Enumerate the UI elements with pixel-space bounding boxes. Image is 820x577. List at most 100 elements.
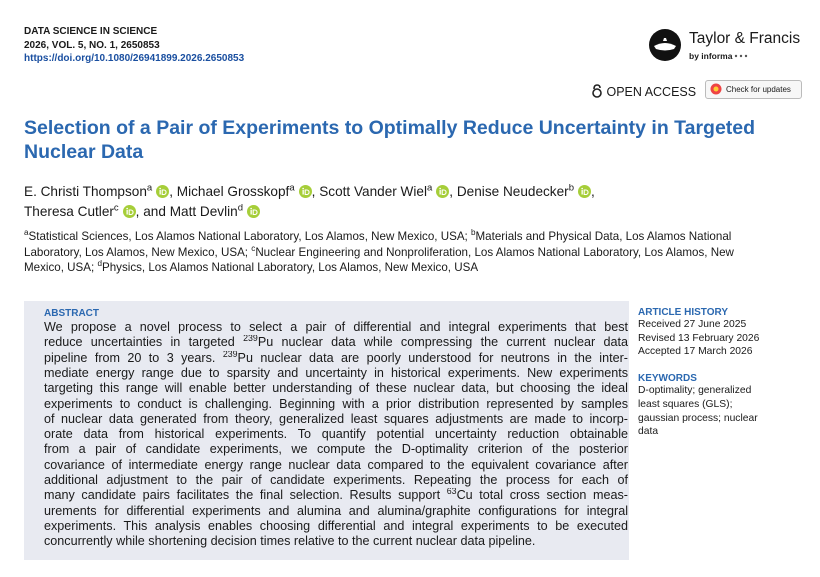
text-run: of nuclear data generated from theory, g… xyxy=(44,411,628,426)
abstract-line: concurrently while shortening decision t… xyxy=(44,534,628,549)
abstract-line: mediate energy range due to sparsity and… xyxy=(44,366,628,381)
author-name: Denise Neudecker xyxy=(456,184,569,199)
orcid-icon[interactable] xyxy=(156,185,170,198)
text-run: Cu total cross section meas- xyxy=(456,488,628,503)
abstract-line: many candidate pairs facilitates the fin… xyxy=(44,488,628,503)
history-heading: ARTICLE HISTORY xyxy=(638,307,729,318)
author-separator: , xyxy=(169,184,173,199)
text-run: Nuclear Engineering and Nonproliferation… xyxy=(255,245,734,259)
text-run: covariance of intermediate energy range … xyxy=(44,457,628,472)
author-affiliation: a xyxy=(289,182,295,194)
history: Received 27 June 2025 Revised 13 February… xyxy=(638,318,818,359)
text-run: We propose a novel process to select a p… xyxy=(44,320,628,334)
abstract-line: reduce uncertainties in targeted 239Pu n… xyxy=(44,335,628,350)
orcid-icon[interactable] xyxy=(578,185,591,198)
superscript: d xyxy=(97,259,102,269)
superscript: 239 xyxy=(222,350,238,359)
abstract-line: orate data from historical experiments. … xyxy=(44,427,628,442)
text-run: experiments to conduct is challenging. B… xyxy=(44,396,628,411)
superscript: a xyxy=(24,228,29,238)
abstract-line: of nuclear data generated from theory, g… xyxy=(44,412,628,427)
journal-name: DATA SCIENCE IN SCIENCE xyxy=(24,26,158,37)
text-run: concurrently while shortening decision t… xyxy=(44,534,536,549)
keyword-line: gaussian process; nuclear xyxy=(638,412,758,424)
history-item: Revised 13 February 2026 xyxy=(638,332,760,344)
abstract-line: experiments to conduct is challenging. B… xyxy=(44,397,628,412)
text-run: reduce uncertainties in targeted xyxy=(44,335,244,350)
affiliation-line: aStatistical Sciences, Los Alamos Nation… xyxy=(24,229,784,245)
author-separator: , xyxy=(591,184,595,199)
abstract-line: additional adjustment to the pair of can… xyxy=(44,473,628,488)
side-column: ARTICLE HISTORY Received 27 June 2025 Rev… xyxy=(638,307,818,439)
publisher-name: Taylor & Francis xyxy=(689,30,801,47)
abstract-box: ABSTRACT We propose a novel process to s… xyxy=(24,301,629,560)
text-run: mediate energy range due to sparsity and… xyxy=(44,365,628,380)
abstract-heading: ABSTRACT xyxy=(44,308,99,319)
abstract-line: covariance of intermediate energy range … xyxy=(44,458,628,473)
title-line: Selection of a Pair of Experiments to Op… xyxy=(24,117,756,139)
doi-link[interactable]: https://doi.org/10.1080/26941899.2026.26… xyxy=(24,53,245,64)
text-run: many candidate pairs facilitates the fin… xyxy=(44,488,447,503)
text-run: Pu nuclear data while compressing the cu… xyxy=(257,335,628,350)
authors: E. Christi Thompsona, Michael Grosskopfa… xyxy=(24,182,724,222)
text-run: targeting this range will enable better … xyxy=(44,381,628,396)
orcid-icon[interactable] xyxy=(246,205,260,218)
author-name: E. Christi Thompson xyxy=(24,184,147,199)
text-run: orate data from historical experiments. … xyxy=(44,427,628,442)
author-affiliation: b xyxy=(568,182,574,194)
author-separator: , xyxy=(311,184,316,199)
orcid-icon[interactable] xyxy=(436,185,450,198)
author-name: Matt Devlin xyxy=(169,204,238,219)
abstract-line: experiments. This analysis enables choos… xyxy=(44,519,628,534)
open-access-icon xyxy=(592,84,602,98)
text-run: Mexico, USA; xyxy=(24,261,98,274)
abstract-line: from a pair of candidate experiments, we… xyxy=(44,442,628,457)
author-separator: , xyxy=(449,184,454,199)
orcid-icon[interactable] xyxy=(298,185,312,198)
open-access: OPEN ACCESS xyxy=(591,84,696,99)
superscript: c xyxy=(251,243,256,253)
text-run: experiments. This analysis enables choos… xyxy=(44,518,628,533)
abstract-line: urements for differential experiments an… xyxy=(44,504,628,519)
issue: 2026, VOL. 5, NO. 1, 2650853 xyxy=(24,39,160,51)
journal-header: DATA SCIENCE IN SCIENCE 2026, VOL. 5, NO… xyxy=(24,25,244,66)
text-run: additional adjustment to the pair of can… xyxy=(44,473,628,487)
text-run: Physics, Los Alamos National Laboratory,… xyxy=(101,261,479,274)
title: Selection of a Pair of Experiments to Op… xyxy=(24,116,755,164)
abstract-line: We propose a novel process to select a p… xyxy=(44,320,628,335)
author-affiliation: d xyxy=(237,202,243,214)
check-icon xyxy=(710,83,722,95)
orcid-icon[interactable] xyxy=(122,205,136,218)
text-run: from a pair of candidate experiments, we… xyxy=(44,442,628,457)
text-run: pipeline from 20 to 3 years. xyxy=(44,350,223,365)
publisher-logo xyxy=(649,29,681,61)
abstract-line: targeting this range will enable better … xyxy=(44,381,628,396)
publisher-sub-text: by informa xyxy=(689,51,733,61)
text-run: Statistical Sciences, Los Alamos Nationa… xyxy=(28,230,471,243)
author-affiliation: a xyxy=(427,182,433,194)
superscript: b xyxy=(471,228,476,238)
superscript: 239 xyxy=(243,335,258,344)
history-item: Received 27 June 2025 xyxy=(638,319,747,330)
dots xyxy=(735,54,748,58)
superscript: 63 xyxy=(446,488,457,497)
text-run: Materials and Physical Data, Los Alamos … xyxy=(475,230,732,243)
text-run: urements for differential experiments an… xyxy=(44,503,628,518)
author-affiliation: c xyxy=(113,202,119,214)
check-updates[interactable]: Check for updates xyxy=(705,80,802,99)
author-affiliation: a xyxy=(146,182,153,194)
affiliation-line: Laboratory, Los Alamos, New Mexico, USA;… xyxy=(24,243,784,261)
keyword-line: data xyxy=(638,426,659,438)
open-access-text: OPEN ACCESS xyxy=(606,85,697,99)
text-run: Pu nuclear data are poorly understood fo… xyxy=(237,350,628,365)
author-name: Michael Grosskopf xyxy=(176,184,290,199)
affiliations: aStatistical Sciences, Los Alamos Nation… xyxy=(24,229,784,276)
keyword-line: least squares (GLS); xyxy=(638,398,733,410)
affiliation-line: Mexico, USA; dPhysics, Los Alamos Nation… xyxy=(24,260,784,276)
author-name: Scott Vander Wiel xyxy=(319,184,427,199)
keyword-line: D-optimality; generalized xyxy=(638,385,752,397)
publisher-sub: by informa xyxy=(689,51,750,61)
check-updates-text: Check for updates xyxy=(726,85,791,94)
keywords-heading: KEYWORDS xyxy=(638,373,697,385)
